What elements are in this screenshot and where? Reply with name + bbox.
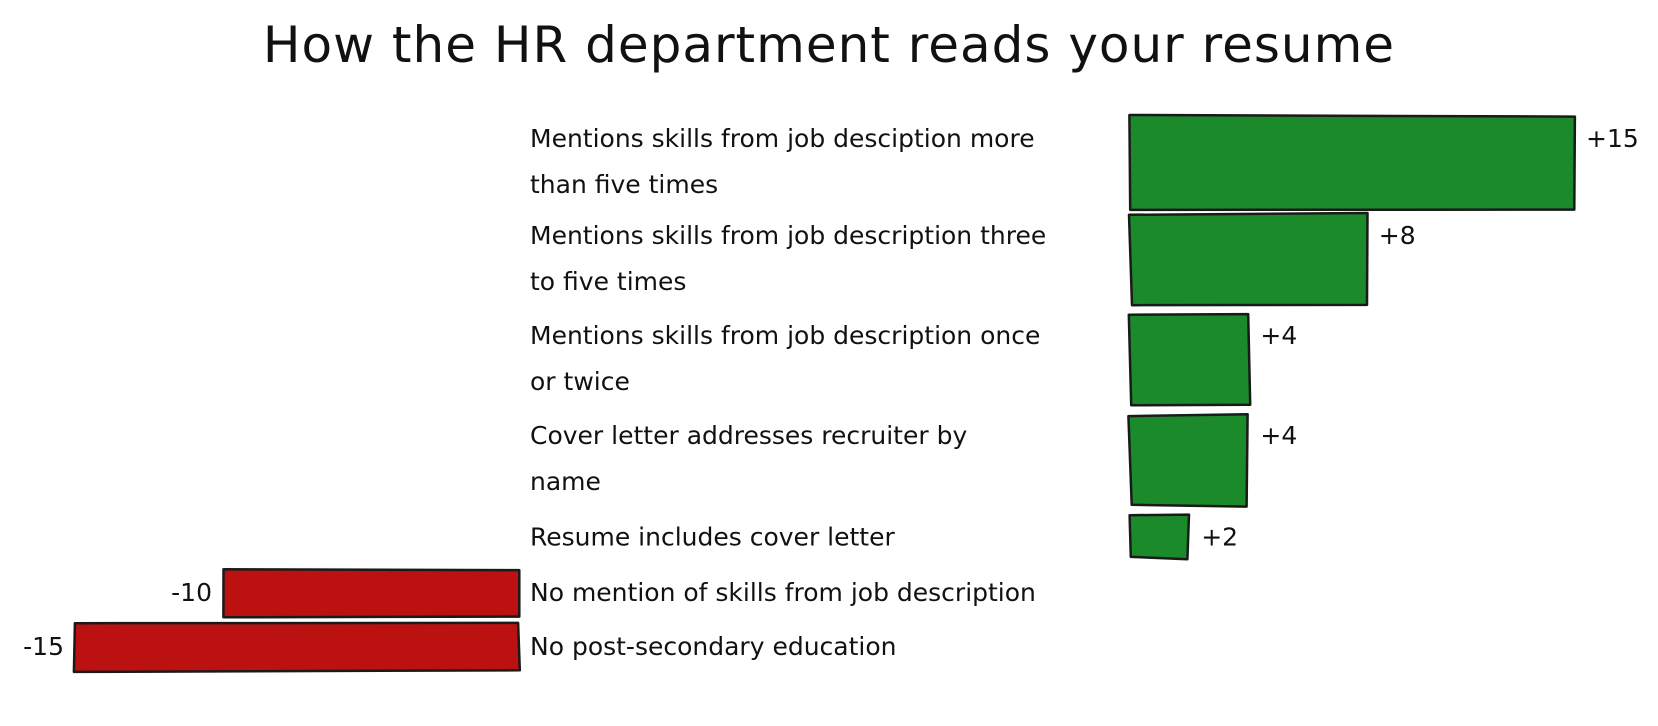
value-label-4: +4 [1260, 421, 1297, 450]
category-label-4-line-1: Cover letter addresses recruiter by [530, 421, 967, 450]
category-label-2-line-1: Mentions skills from job description thr… [530, 221, 1046, 250]
value-label-6: -10 [171, 578, 212, 607]
category-label-5-line-1: Resume includes cover letter [530, 523, 895, 552]
bar-4 [1127, 412, 1249, 508]
category-label-2-line-2: to five times [530, 267, 686, 296]
value-label-5: +2 [1201, 523, 1238, 552]
value-labels-layer: +15 +8 +4 +4 +2 -10 -15 [23, 124, 1639, 661]
value-label-2: +8 [1379, 221, 1416, 250]
bar-3 [1127, 312, 1252, 407]
category-label-4-line-2: name [530, 467, 601, 496]
value-label-7: -15 [23, 632, 64, 661]
bar-2 [1127, 211, 1369, 307]
bar-1 [1128, 113, 1577, 212]
bar-5 [1128, 513, 1191, 561]
category-label-6-line-1: No mention of skills from job descriptio… [530, 578, 1036, 607]
category-label-3-line-1: Mentions skills from job description onc… [530, 321, 1040, 350]
category-label-3-line-2: or twice [530, 367, 630, 396]
category-label-1-line-2: than five times [530, 170, 718, 199]
chart-title: How the HR department reads your resume [263, 16, 1395, 74]
value-label-1: +15 [1586, 124, 1639, 153]
bar-7 [72, 621, 522, 674]
bars-layer [72, 113, 1577, 674]
category-label-1-line-1: Mentions skills from job desciption more [530, 124, 1035, 153]
category-label-7-line-1: No post-secondary education [530, 632, 897, 661]
bar-6 [222, 568, 521, 619]
category-labels-layer: Mentions skills from job desciption more… [530, 124, 1046, 661]
value-label-3: +4 [1260, 321, 1297, 350]
